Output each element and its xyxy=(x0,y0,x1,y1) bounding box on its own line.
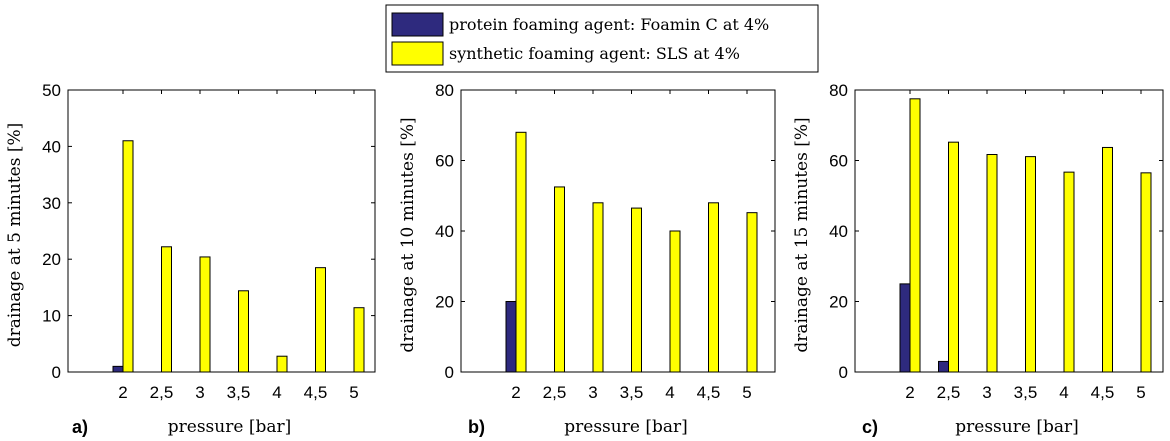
x-tick-label: 3,5 xyxy=(227,383,251,402)
chart-panel-3: 2 2,5 3 3,5 4 4,5 5 0 20 40 60 80 drainage at 15 min… xyxy=(792,81,1164,437)
legend-label-protein: protein foaming agent: Foamin C at 4% xyxy=(449,15,769,34)
x-tick-label: 5 xyxy=(742,383,751,402)
axes-frame xyxy=(854,89,1164,373)
bar-synthetic-3-2 xyxy=(986,154,998,373)
y-tick-label: 60 xyxy=(829,152,848,171)
bar-synthetic-3-3 xyxy=(1025,156,1036,373)
bar-synthetic-1-3 xyxy=(238,290,249,373)
x-tick-label: 3 xyxy=(195,383,204,402)
y-tick-label: 20 xyxy=(829,293,848,312)
y-tick-label: 40 xyxy=(829,222,848,241)
x-tick-label: 4,5 xyxy=(1091,383,1115,402)
x-tick-label: 2 xyxy=(118,383,127,402)
y-axis-label: drainage at 5 minutes [%] xyxy=(5,123,25,348)
bar-protein-1-0 xyxy=(112,365,124,373)
x-tick-label: 2 xyxy=(905,383,914,402)
x-tick-label: 5 xyxy=(1136,383,1145,402)
bar-synthetic-3-5 xyxy=(1102,146,1113,373)
legend-box xyxy=(385,4,819,73)
x-axis-label: pressure [bar] xyxy=(955,417,1078,437)
chart-panel-2: 2 2,5 3 3,5 4 4,5 5 0 20 40 60 80 drainage at 10 min… xyxy=(398,81,776,437)
bar-synthetic-2-0 xyxy=(515,131,527,373)
bar-synthetic-1-4 xyxy=(276,355,288,373)
y-tick-label: 40 xyxy=(435,222,454,241)
panel-label: a) xyxy=(72,417,88,437)
y-tick-label: 20 xyxy=(435,293,454,312)
x-tick-label: 2 xyxy=(511,383,520,402)
x-tick-label: 3 xyxy=(588,383,597,402)
y-tick-label: 0 xyxy=(839,363,848,382)
axes-frame xyxy=(67,89,376,373)
x-tick-label: 4 xyxy=(1059,383,1068,402)
x-tick-label: 3,5 xyxy=(1014,383,1038,402)
bar-synthetic-3-4 xyxy=(1063,171,1075,373)
bar-synthetic-2-6 xyxy=(746,212,758,373)
bar-synthetic-2-3 xyxy=(631,207,642,373)
y-tick-label: 20 xyxy=(42,250,61,269)
y-tick-label: 50 xyxy=(42,81,61,100)
bar-synthetic-1-2 xyxy=(199,256,211,373)
bar-protein-3-0 xyxy=(899,283,911,373)
x-tick-label: 4 xyxy=(272,383,281,402)
axes-frame xyxy=(460,89,776,373)
panel-label: c) xyxy=(862,417,878,437)
y-axis-label: drainage at 15 minutes [%] xyxy=(792,117,812,352)
bar-synthetic-2-2 xyxy=(592,202,604,373)
y-tick-label: 10 xyxy=(42,307,61,326)
x-axis-label: pressure [bar] xyxy=(168,417,291,437)
x-tick-label: 2,5 xyxy=(150,383,174,402)
y-tick-label: 60 xyxy=(435,152,454,171)
x-tick-label: 4,5 xyxy=(697,383,721,402)
y-tick-label: 40 xyxy=(42,137,61,156)
panel-label: b) xyxy=(468,417,485,437)
legend-label-synthetic: synthetic foaming agent: SLS at 4% xyxy=(449,44,740,63)
bar-synthetic-2-1 xyxy=(554,186,565,373)
y-tick-label: 0 xyxy=(52,363,61,382)
legend-swatch-synthetic xyxy=(391,41,444,66)
x-tick-label: 3 xyxy=(982,383,991,402)
y-tick-label: 80 xyxy=(435,81,454,100)
x-tick-label: 5 xyxy=(349,383,358,402)
bar-synthetic-3-1 xyxy=(948,141,959,373)
bar-protein-3-1 xyxy=(938,360,949,373)
x-axis-label: pressure [bar] xyxy=(564,417,687,437)
legend-swatch-protein xyxy=(391,12,444,37)
bar-protein-2-0 xyxy=(505,301,517,373)
legend: protein foaming agent: Foamin C at 4% sy… xyxy=(385,4,819,73)
bar-synthetic-3-6 xyxy=(1140,172,1152,373)
y-axis-label: drainage at 10 minutes [%] xyxy=(398,117,418,352)
bar-synthetic-1-6 xyxy=(353,307,365,373)
bar-synthetic-1-1 xyxy=(161,246,172,373)
x-tick-label: 4,5 xyxy=(304,383,328,402)
bar-synthetic-1-0 xyxy=(122,140,134,373)
x-tick-label: 4 xyxy=(665,383,674,402)
x-tick-label: 3,5 xyxy=(620,383,644,402)
y-tick-label: 80 xyxy=(829,81,848,100)
bar-synthetic-2-4 xyxy=(669,230,681,373)
x-tick-label: 2,5 xyxy=(543,383,567,402)
bar-synthetic-2-5 xyxy=(708,202,719,373)
y-tick-label: 30 xyxy=(42,194,61,213)
bar-synthetic-1-5 xyxy=(315,267,326,373)
bar-synthetic-3-0 xyxy=(909,98,921,373)
y-tick-label: 0 xyxy=(445,363,454,382)
x-tick-label: 2,5 xyxy=(937,383,961,402)
